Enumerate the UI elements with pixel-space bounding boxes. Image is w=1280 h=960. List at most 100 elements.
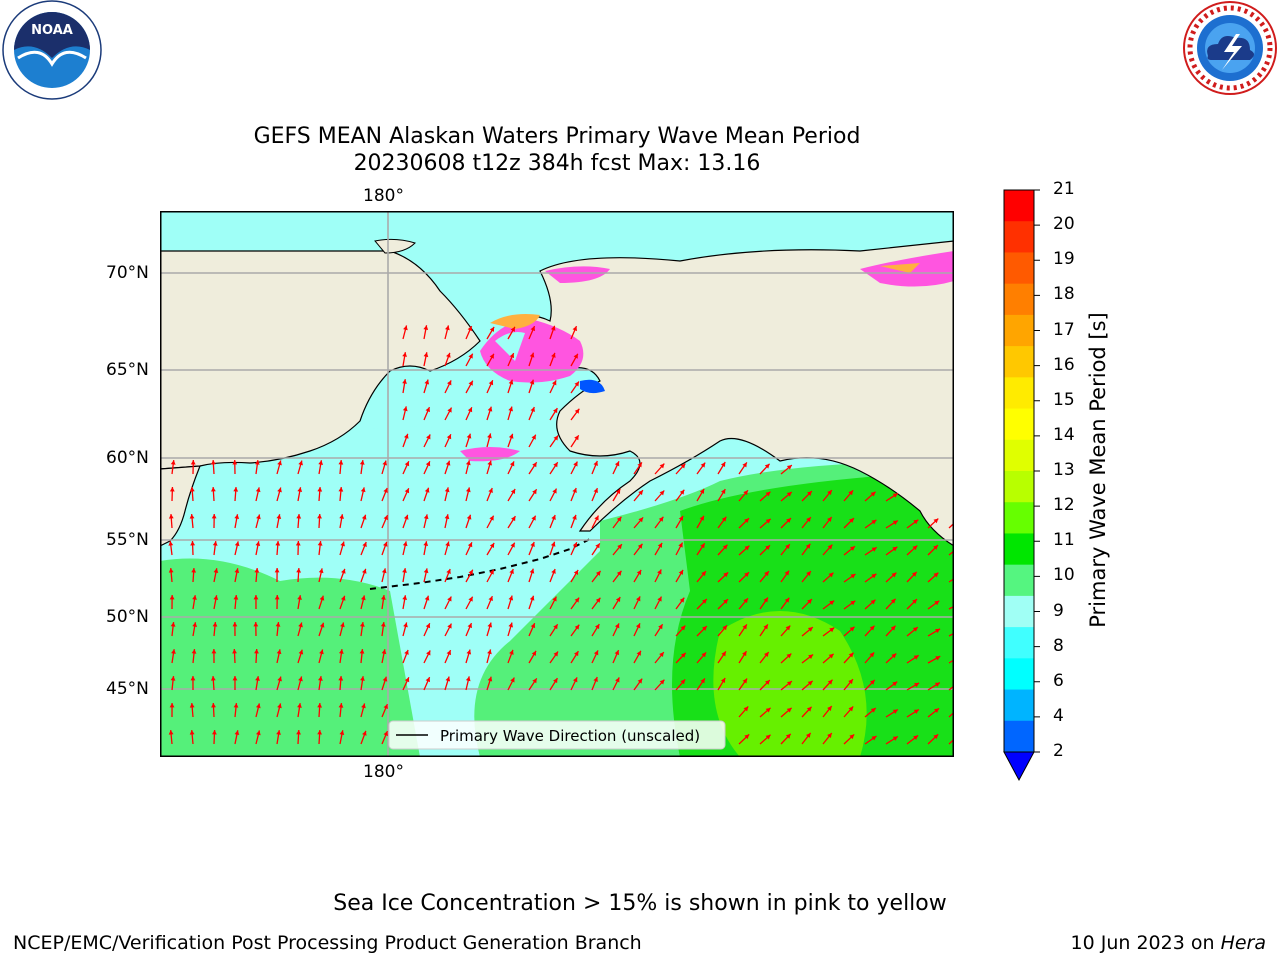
wave-arrow (486, 649, 492, 664)
wave-arrow (381, 487, 388, 502)
wave-arrow (780, 625, 791, 637)
wave-arrow (843, 626, 855, 637)
wave-arrow (885, 652, 897, 664)
wave-arrow (255, 676, 260, 691)
date-text: 10 Jun 2023 on Hera (1071, 932, 1266, 954)
map-frame (160, 211, 954, 757)
wave-arrow (402, 514, 409, 529)
wave-arrow (465, 406, 473, 421)
wave-arrow (402, 433, 409, 448)
low-period-bay (580, 379, 605, 394)
wave-arrow (507, 352, 515, 367)
wave-arrow (360, 676, 365, 691)
wave-arrow (232, 459, 238, 475)
wave-arrow (717, 544, 728, 556)
colorbar-segment (1004, 720, 1034, 753)
wave-arrow (189, 729, 195, 745)
colorbar-segment (1004, 190, 1034, 222)
wave-arrow (864, 651, 875, 664)
wave-arrow (276, 649, 282, 664)
wave-arrow (423, 352, 429, 367)
colorbar-tick-label: 9 (1053, 600, 1064, 621)
lon-label-top: 180° (363, 186, 404, 206)
colorbar-tick-label: 13 (1053, 460, 1075, 480)
wave-arrow (276, 703, 282, 718)
wave-arrow (528, 352, 535, 367)
wave-arrow (612, 488, 621, 502)
wave-arrow (297, 703, 302, 718)
wave-arrow (423, 379, 430, 394)
wave-arrow (906, 709, 920, 718)
wave-arrow (822, 489, 833, 502)
wave-arrow (359, 622, 365, 637)
wave-arrow (885, 520, 899, 529)
wave-arrow (380, 622, 386, 637)
wave-arrow (906, 626, 919, 637)
colorbar-tick-label: 18 (1053, 284, 1075, 305)
wave-arrow (801, 680, 814, 691)
sea-ice-orange (490, 314, 540, 329)
wave-arrow (297, 595, 302, 610)
wave-arrow (654, 542, 663, 556)
wave-arrow (717, 461, 726, 475)
wave-arrow (423, 325, 429, 340)
colorbar-segment (1004, 408, 1034, 441)
wave-arrow (675, 489, 685, 502)
wave-arrow (654, 651, 665, 664)
wave-arrow (885, 546, 898, 556)
wave-arrow (570, 650, 579, 664)
wave-arrow (339, 514, 344, 529)
wave-arrow (864, 679, 876, 691)
wave-arrow (717, 651, 727, 664)
wave-arrow (906, 519, 919, 529)
wave-arrow (717, 488, 726, 502)
wave-arrow (759, 624, 769, 637)
wave-arrow (528, 622, 536, 637)
wave-arrow (317, 486, 323, 502)
wave-arrow (338, 459, 344, 475)
wave-arrow (927, 518, 939, 529)
wave-arrow (317, 541, 323, 556)
wave-arrow (486, 433, 492, 448)
wave-arrow (507, 406, 513, 421)
wave-arrow (759, 651, 770, 664)
wave-arrow (465, 487, 471, 502)
wave-arrow (864, 491, 876, 502)
wave-arrow (402, 460, 410, 475)
wave-arrow (738, 706, 749, 718)
wave-arrow (843, 678, 854, 691)
wave-arrow (465, 649, 472, 664)
wave-arrow (296, 513, 302, 529)
wave-arrow (360, 730, 367, 745)
wave-arrow (296, 567, 302, 583)
wave-arrow (927, 682, 941, 691)
wave-arrow (864, 735, 877, 745)
wave-arrow (339, 568, 346, 583)
wave-arrow (738, 489, 749, 502)
wave-arrow (253, 621, 259, 637)
wave-arrow (423, 650, 431, 664)
wave-arrow (591, 650, 599, 664)
wave-arrow (612, 649, 620, 664)
wave-arrow (338, 703, 344, 718)
wave-arrow (822, 653, 835, 664)
wave-arrow (696, 488, 705, 502)
wave-arrow (822, 627, 835, 637)
wave-arrow (780, 597, 790, 610)
colorbar-tick-label: 20 (1053, 214, 1075, 235)
wave-arrow (591, 597, 601, 610)
wave-arrow (168, 730, 174, 745)
wave-arrow (507, 515, 516, 529)
wave-arrow (906, 734, 919, 745)
wave-arrow (696, 542, 706, 556)
wave-arrow (780, 464, 793, 475)
wave-arrow (591, 460, 598, 475)
wave-arrow (359, 649, 365, 664)
wave-arrow (486, 622, 493, 637)
wave-arrow (864, 519, 877, 529)
wave-arrow (822, 572, 834, 583)
wave-arrow (233, 703, 239, 718)
wave-arrow (381, 730, 389, 745)
wave-arrow (360, 595, 366, 610)
wave-arrow (759, 679, 771, 691)
